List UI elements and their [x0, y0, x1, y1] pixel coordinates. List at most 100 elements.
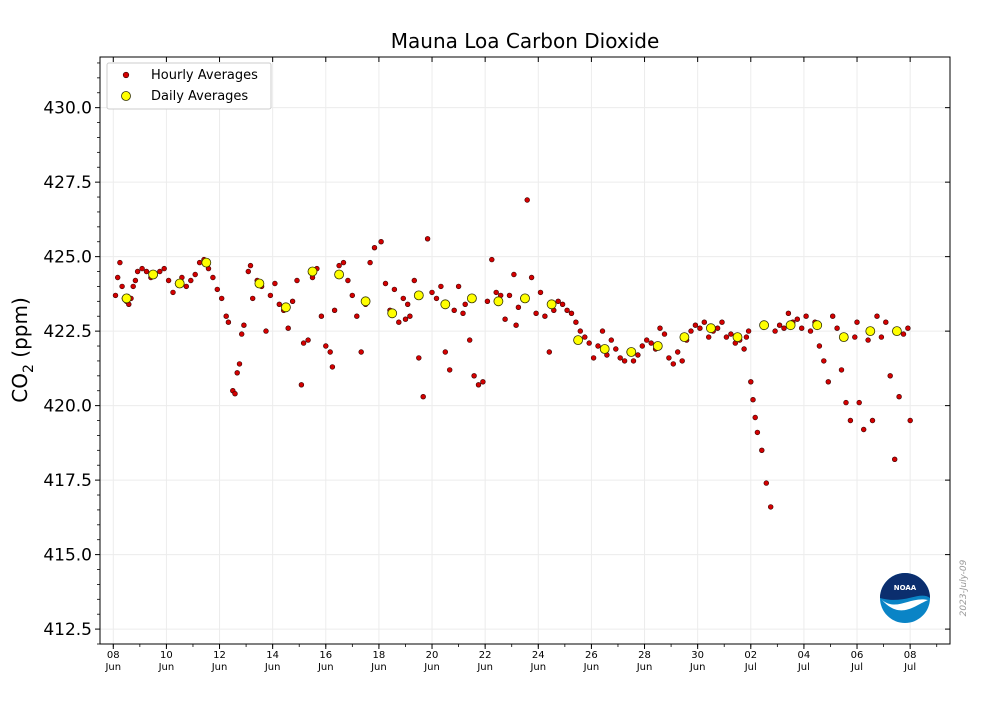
grid	[100, 57, 950, 644]
hourly-point	[599, 328, 606, 334]
hourly-point	[475, 382, 482, 388]
chart-title: Mauna Loa Carbon Dioxide	[391, 29, 660, 53]
hourly-point	[429, 289, 435, 296]
hourly-point	[480, 379, 486, 385]
hourly-point	[763, 480, 769, 486]
legend: Hourly Averages Daily Averages	[106, 62, 272, 110]
x-tick-month: Jun	[476, 662, 493, 673]
hourly-point	[582, 334, 588, 340]
hourly-point	[272, 280, 278, 287]
daily-point	[174, 278, 185, 289]
hourly-point	[776, 322, 783, 328]
hourly-point	[719, 319, 725, 325]
hourly-point	[745, 328, 752, 334]
hourly-point	[511, 271, 517, 278]
hourly-point	[143, 268, 150, 275]
hourly-point	[564, 307, 570, 313]
y-tick-label: 427.5	[43, 173, 92, 193]
x-tick-month: Jun	[583, 662, 600, 673]
hourly-point	[748, 379, 754, 385]
hourly-point	[635, 352, 641, 358]
daily-point	[652, 341, 663, 351]
hourly-point	[402, 316, 409, 322]
daily-point	[679, 332, 690, 343]
hourly-point	[396, 319, 402, 325]
hourly-point	[555, 298, 561, 304]
hourly-point	[234, 370, 240, 376]
hourly-point	[590, 355, 597, 361]
hourly-point	[617, 355, 623, 361]
hourly-point	[750, 397, 756, 403]
x-tick-month: Jul	[903, 662, 916, 673]
hourly-point	[688, 328, 694, 334]
hourly-point	[484, 298, 491, 304]
hourly-point	[838, 367, 845, 373]
hourly-point	[524, 197, 530, 203]
hourly-point	[134, 268, 141, 275]
x-tick-day: 16	[319, 650, 332, 661]
hourly-point	[411, 277, 417, 284]
daily-point	[493, 296, 504, 307]
hourly-point	[825, 379, 831, 385]
logo-text: NOAA	[894, 584, 917, 592]
daily-point	[201, 257, 212, 268]
hourly-point	[331, 307, 338, 313]
noaa-logo: NOAA	[880, 573, 930, 623]
hourly-point	[223, 313, 229, 319]
hourly-point	[887, 373, 893, 379]
hourly-point	[621, 358, 628, 364]
hourly-point	[843, 399, 849, 406]
x-tick-month: Jul	[744, 662, 757, 673]
hourly-point	[232, 391, 238, 397]
hourly-point	[354, 313, 360, 319]
x-tick-day: 12	[213, 650, 226, 661]
hourly-point	[349, 292, 355, 299]
hourly-point	[132, 277, 139, 284]
hourly-point	[225, 319, 232, 325]
hourly-point	[219, 295, 225, 302]
hourly-point	[559, 301, 566, 307]
x-tick-day: 14	[266, 650, 279, 661]
daily-point	[360, 296, 371, 307]
hourly-point	[546, 349, 552, 355]
hourly-point	[728, 331, 734, 337]
hourly-point	[289, 298, 296, 304]
hourly-point	[829, 313, 836, 319]
y-tick-label: 420.0	[43, 397, 92, 417]
daily-point	[573, 335, 583, 346]
hourly-point	[834, 325, 840, 331]
y-tick-label: 415.0	[43, 546, 92, 566]
daily-point	[626, 347, 637, 357]
hourly-point	[542, 313, 548, 319]
hourly-point	[424, 236, 431, 242]
hourly-point	[785, 310, 792, 316]
x-tick-day: 22	[479, 650, 492, 661]
hourly-point	[267, 292, 274, 299]
axes: 412.5 415.0 417.5 420.0 422.5 425.0 427.5 430.0…	[43, 57, 950, 673]
hourly-point	[382, 280, 389, 287]
hourly-point	[420, 394, 426, 400]
daily-point	[466, 293, 477, 304]
x-tick-day: 20	[426, 650, 439, 661]
x-tick-month: Jun	[104, 662, 121, 673]
hourly-point	[772, 328, 778, 334]
hourly-point	[405, 301, 411, 307]
hourly-point	[752, 414, 758, 421]
hourly-point	[239, 331, 245, 337]
hourly-point	[161, 265, 167, 272]
hourly-point	[462, 301, 468, 307]
hourly-point	[447, 367, 453, 373]
hourly-point	[391, 286, 398, 293]
hourly-point	[852, 334, 858, 340]
hourly-point	[639, 343, 645, 349]
hourly-point	[798, 325, 805, 331]
hourly-point	[214, 286, 221, 293]
hourly-point	[528, 274, 535, 281]
hourly-point	[891, 456, 898, 462]
daily-point	[599, 344, 610, 354]
hourly-point	[568, 310, 575, 316]
y-tick-label: 417.5	[43, 471, 92, 491]
hourly-point	[692, 322, 699, 328]
hourly-point	[247, 262, 254, 269]
y-tick-label: 425.0	[43, 248, 92, 268]
